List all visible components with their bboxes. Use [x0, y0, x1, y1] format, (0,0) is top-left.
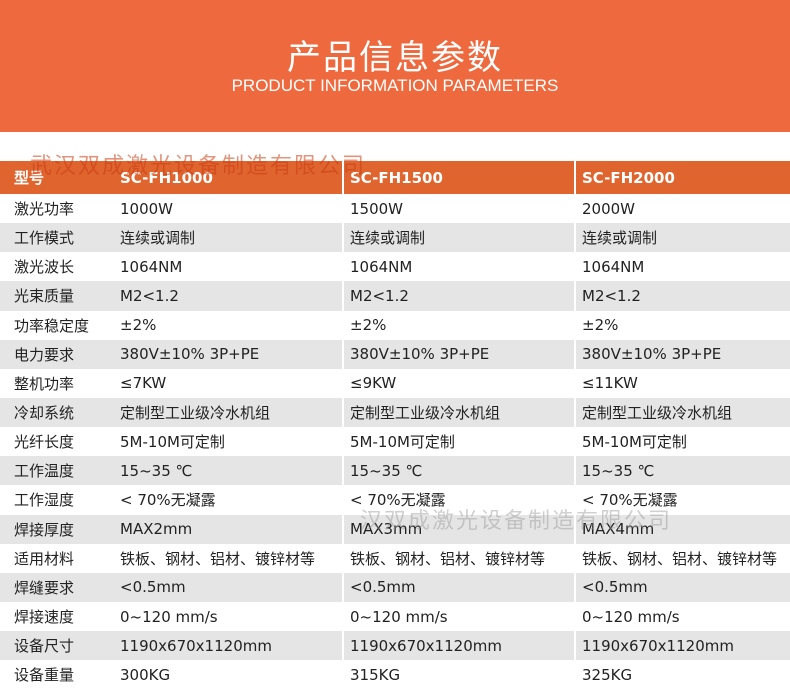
header-model-3: SC-FH2000 — [574, 161, 790, 194]
row-value-model-2: 连续或调制 — [342, 223, 574, 253]
table-row: 光纤长度 5M-10M可定制 5M-10M可定制 5M-10M可定制 — [0, 427, 790, 457]
row-value-model-1: M2<1.2 — [120, 286, 179, 305]
row-value-model-3: 1064NM — [574, 252, 790, 282]
row-value-model-1: ±2% — [120, 316, 157, 335]
table-row: 功率稳定度 ±2% ±2% ±2% — [0, 310, 790, 340]
row-value-model-2: 380V±10% 3P+PE — [342, 339, 574, 369]
row-value-model-2: M2<1.2 — [342, 281, 574, 311]
page-subtitle: PRODUCT INFORMATION PARAMETERS — [231, 76, 559, 95]
row-value-model-2: 15~35 ℃ — [342, 456, 574, 486]
row-value-model-2: 1064NM — [342, 252, 574, 282]
row-value-model-1: 380V±10% 3P+PE — [120, 345, 260, 364]
row-value-model-3: 2000W — [574, 194, 790, 224]
row-value-model-2: 定制型工业级冷水机组 — [342, 397, 574, 428]
header-label: 型号 — [14, 169, 45, 187]
table-row: 设备尺寸 1190x670x1120mm 1190x670x1120mm 1190x6… — [0, 631, 790, 661]
row-value-model-2: 铁板、钢材、铝材、镀锌材等 — [342, 543, 574, 573]
row-value-model-3: 15~35 ℃ — [574, 456, 790, 486]
row-value-model-2: < 70%无凝露 — [342, 485, 574, 515]
row-value-model-3: M2<1.2 — [574, 281, 790, 311]
row-value-model-3: 325KG — [574, 660, 790, 690]
row-value-model-1: 300KG — [120, 665, 171, 684]
table-row: 工作模式 连续或调制 连续或调制 连续或调制 — [0, 223, 790, 253]
table-row: 整机功率 ≤7KW ≤9KW ≤11KW — [0, 368, 790, 398]
row-label: 工作湿度 — [14, 491, 75, 510]
row-label: 功率稳定度 — [14, 316, 90, 335]
table-row: 适用材料 铁板、钢材、铝材、镀锌材等 铁板、钢材、铝材、镀锌材等 铁板、钢材、铝材、镀… — [0, 543, 790, 573]
row-value-model-1: MAX2mm — [120, 520, 193, 539]
table-row: 焊缝要求 <0.5mm <0.5mm <0.5mm — [0, 572, 790, 602]
row-value-model-3: 5M-10M可定制 — [574, 427, 790, 457]
row-value-model-1: ≤7KW — [120, 374, 167, 393]
row-label: 光纤长度 — [14, 433, 75, 452]
row-value-model-2: 1500W — [342, 194, 574, 224]
row-value-model-2: 315KG — [342, 660, 574, 690]
row-value-model-1: < 70%无凝露 — [120, 491, 216, 510]
row-label: 电力要求 — [14, 345, 75, 364]
row-label: 激光功率 — [14, 200, 75, 219]
row-value-model-1: 定制型工业级冷水机组 — [120, 404, 271, 423]
header-model-2: SC-FH1500 — [342, 161, 574, 194]
row-value-model-2: ±2% — [342, 310, 574, 340]
header-model-1: SC-FH1000 — [120, 168, 213, 187]
row-value-model-1: 5M-10M可定制 — [120, 433, 225, 452]
table-row: 冷却系统 定制型工业级冷水机组 定制型工业级冷水机组 定制型工业级冷水机组 — [0, 397, 790, 428]
row-value-model-3: 0~120 mm/s — [574, 601, 790, 632]
row-value-model-3: MAX4mm — [574, 514, 790, 544]
row-value-model-1: 15~35 ℃ — [120, 461, 193, 480]
table-row: 工作温度 15~35 ℃ 15~35 ℃ 15~35 ℃ — [0, 456, 790, 486]
row-value-model-3: 定制型工业级冷水机组 — [574, 397, 790, 428]
table-row: 激光功率 1000W 1500W 2000W — [0, 194, 790, 224]
page-title: 产品信息参数 — [287, 38, 503, 78]
row-value-model-3: ±2% — [574, 310, 790, 340]
row-value-model-1: 1000W — [120, 199, 174, 218]
row-label: 激光波长 — [14, 258, 75, 277]
row-label: 工作模式 — [14, 229, 75, 248]
table-row: 焊接速度 0~120 mm/s 0~120 mm/s 0~120 mm/s — [0, 601, 790, 632]
row-value-model-1: 1064NM — [120, 257, 183, 276]
table-row: 激光波长 1064NM 1064NM 1064NM — [0, 252, 790, 282]
row-value-model-1: 连续或调制 — [120, 229, 196, 248]
row-value-model-2: <0.5mm — [342, 572, 574, 602]
header-banner: 产品信息参数 PRODUCT INFORMATION PARAMETERS — [0, 0, 790, 132]
row-label: 焊缝要求 — [14, 578, 75, 597]
row-value-model-3: <0.5mm — [574, 572, 790, 602]
row-value-model-3: < 70%无凝露 — [574, 485, 790, 515]
table-row: 焊接厚度 MAX2mm MAX3mm MAX4mm — [0, 514, 790, 544]
table-row: 电力要求 380V±10% 3P+PE 380V±10% 3P+PE 380V±10%… — [0, 339, 790, 369]
row-value-model-3: 铁板、钢材、铝材、镀锌材等 — [574, 543, 790, 573]
row-label: 设备重量 — [14, 666, 75, 685]
row-label: 焊接厚度 — [14, 520, 75, 539]
row-value-model-1: 1190x670x1120mm — [120, 636, 272, 655]
row-value-model-1: 铁板、钢材、铝材、镀锌材等 — [120, 549, 316, 568]
row-value-model-1: 0~120 mm/s — [120, 607, 218, 626]
row-label: 光束质量 — [14, 287, 75, 306]
row-value-model-2: 5M-10M可定制 — [342, 427, 574, 457]
table-header-row: 型号 SC-FH1000 SC-FH1500 SC-FH2000 — [0, 161, 790, 194]
row-label: 焊接速度 — [14, 608, 75, 627]
row-value-model-3: ≤11KW — [574, 368, 790, 398]
row-label: 冷却系统 — [14, 404, 75, 423]
row-value-model-2: 0~120 mm/s — [342, 601, 574, 632]
row-value-model-3: 380V±10% 3P+PE — [574, 339, 790, 369]
table-row: 光束质量 M2<1.2 M2<1.2 M2<1.2 — [0, 281, 790, 311]
row-value-model-1: <0.5mm — [120, 578, 186, 597]
table-body: 激光功率 1000W 1500W 2000W 工作模式 连续或调制 连续或调制 连续或调制 激光… — [0, 194, 790, 690]
row-label: 设备尺寸 — [14, 637, 75, 656]
parameters-table: 型号 SC-FH1000 SC-FH1500 SC-FH2000 激光功率 100… — [0, 161, 790, 690]
table-row: 设备重量 300KG 315KG 325KG — [0, 660, 790, 690]
row-value-model-3: 1190x670x1120mm — [574, 631, 790, 661]
row-value-model-3: 连续或调制 — [574, 223, 790, 253]
row-value-model-2: ≤9KW — [342, 368, 574, 398]
row-label: 工作温度 — [14, 462, 75, 481]
row-label: 适用材料 — [14, 549, 75, 568]
row-value-model-2: MAX3mm — [342, 514, 574, 544]
row-label: 整机功率 — [14, 374, 75, 393]
table-row: 工作湿度 < 70%无凝露 < 70%无凝露 < 70%无凝露 — [0, 485, 790, 515]
row-value-model-2: 1190x670x1120mm — [342, 631, 574, 661]
